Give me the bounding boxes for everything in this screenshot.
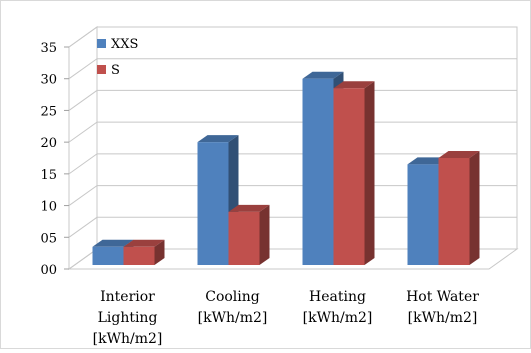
gridline xyxy=(68,89,517,111)
gridline xyxy=(68,185,517,206)
legend-label: XXS xyxy=(111,37,138,52)
bar-front xyxy=(92,246,124,265)
x-category-label: Cooling [kWh/m2] xyxy=(198,289,268,326)
y-tick-label: 00 xyxy=(40,263,57,278)
bar-side xyxy=(469,151,480,265)
gridline xyxy=(68,58,517,80)
bar-front xyxy=(228,211,260,265)
y-tick-label: 35 xyxy=(40,41,57,56)
bar-top xyxy=(302,71,344,79)
gridline xyxy=(68,26,517,48)
x-category-label: Interior Lighting [kWh/m2] xyxy=(93,289,163,347)
bar-front xyxy=(438,158,470,265)
y-axis-ticks: 00 05 10 15 20 25 30 35 xyxy=(40,41,57,278)
legend-swatch xyxy=(97,65,106,74)
x-category-label-line: [kWh/m2] xyxy=(408,310,478,326)
bar-s-0 xyxy=(123,239,165,265)
bar-chart-3d: 00 05 10 15 20 25 30 35 Interior Lighting [kWh/m2… xyxy=(40,26,519,347)
x-category-label-line: Cooling xyxy=(205,289,260,305)
bar-front xyxy=(407,164,439,265)
y-tick-label: 10 xyxy=(40,200,57,215)
x-category-label-line: [kWh/m2] xyxy=(93,331,163,347)
bar-top xyxy=(333,81,375,89)
bar-front xyxy=(197,142,229,265)
legend-label: S xyxy=(111,63,120,78)
bar-top xyxy=(197,135,239,143)
bar-s-2 xyxy=(333,81,375,265)
bar-top xyxy=(92,239,134,247)
bar-s-3 xyxy=(438,151,480,265)
x-category-label: Heating [kWh/m2] xyxy=(303,289,373,326)
x-category-label-line: [kWh/m2] xyxy=(303,310,373,326)
x-category-label: Hot Water [kWh/m2] xyxy=(406,289,479,326)
bar-side xyxy=(364,81,375,265)
x-category-label-line: Hot Water xyxy=(406,289,479,305)
bar-side xyxy=(154,239,165,265)
gridline xyxy=(68,216,517,238)
legend: XXS S xyxy=(97,37,138,78)
bar-front xyxy=(333,88,365,265)
y-tick-label: 25 xyxy=(40,104,57,119)
y-tick-label: 30 xyxy=(40,73,57,88)
bar-top xyxy=(407,157,449,165)
bar-side xyxy=(259,204,270,265)
x-category-label-line: [kWh/m2] xyxy=(198,310,268,326)
y-tick-label: 20 xyxy=(40,136,57,151)
bar-front xyxy=(302,78,334,265)
bar-top xyxy=(438,151,480,158)
legend-swatch xyxy=(97,39,106,48)
x-category-label-line: Lighting xyxy=(98,310,158,326)
bars xyxy=(92,71,480,265)
bar-s-1 xyxy=(228,204,270,265)
x-axis-labels: Interior Lighting [kWh/m2]Cooling [kWh/m2]H… xyxy=(93,289,480,347)
side-wall xyxy=(68,26,98,270)
gridline xyxy=(68,153,517,175)
x-category-label-line: Interior xyxy=(100,289,155,305)
bar-front xyxy=(123,246,155,265)
bar-top xyxy=(228,204,270,212)
y-tick-label: 05 xyxy=(40,231,57,246)
y-tick-label: 15 xyxy=(40,168,57,183)
bar-top xyxy=(123,239,165,247)
x-category-label-line: Heating xyxy=(309,289,366,305)
gridline xyxy=(68,121,517,143)
